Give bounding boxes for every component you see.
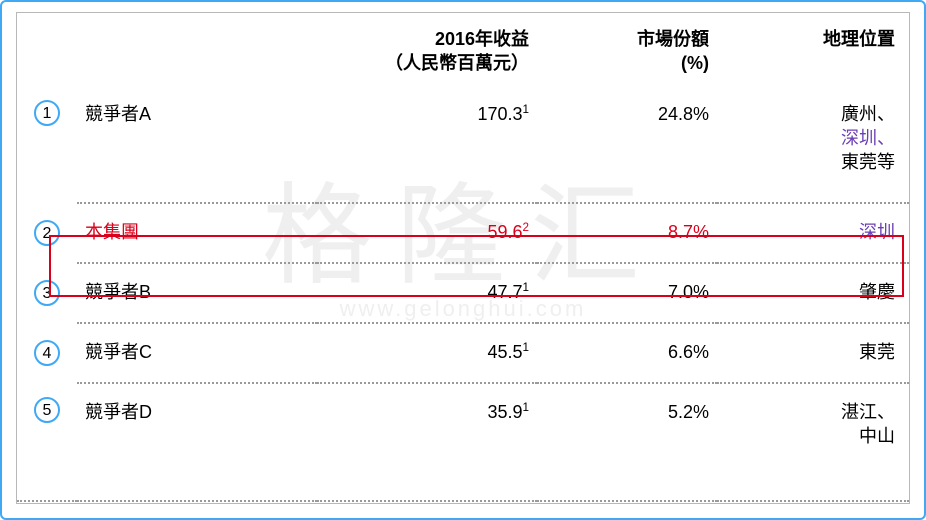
header-location: 地理位置 (717, 13, 909, 86)
row-share: 5.2% (537, 383, 717, 501)
row-location: 肇慶 (717, 263, 909, 323)
row-index: 2 (17, 203, 77, 263)
row-index: 4 (17, 323, 77, 383)
location-line: 湛江、 (725, 400, 895, 424)
location-line: 東莞 (725, 340, 895, 364)
location-line: 中山 (725, 424, 895, 448)
row-name: 本集團 (77, 203, 317, 263)
row-location: 深圳 (717, 203, 909, 263)
table-row: 1競爭者A170.3124.8%廣州、深圳、東莞等 (17, 86, 909, 203)
row-location: 東莞 (717, 323, 909, 383)
row-revenue: 45.51 (317, 323, 537, 383)
index-circle: 5 (34, 397, 60, 423)
row-index: 1 (17, 86, 77, 203)
row-name: 競爭者B (77, 263, 317, 323)
table-row: 5競爭者D35.915.2%湛江、中山 (17, 383, 909, 501)
competitor-table: 2016年收益 （人民幣百萬元） 市場份額 (%) 地理位置 1 競爭者A170.… (17, 13, 909, 502)
location-line: 肇慶 (725, 280, 895, 304)
row-name: 競爭者A (77, 86, 317, 203)
header-revenue-line1: 2016年收益 (435, 29, 529, 49)
row-location: 湛江、中山 (717, 383, 909, 501)
location-line: 廣州、 (725, 102, 895, 126)
row-share: 7.0% (537, 263, 717, 323)
row-share: 24.8% (537, 86, 717, 203)
header-blank-2 (77, 13, 317, 86)
index-circle: 1 (34, 100, 60, 126)
row-revenue: 35.91 (317, 383, 537, 501)
row-revenue: 47.71 (317, 263, 537, 323)
header-share: 市場份額 (%) (537, 13, 717, 86)
row-revenue: 170.31 (317, 86, 537, 203)
row-share: 6.6% (537, 323, 717, 383)
table-header-row: 2016年收益 （人民幣百萬元） 市場份額 (%) 地理位置 (17, 13, 909, 86)
table-body: 1競爭者A170.3124.8%廣州、深圳、東莞等2本集團59.628.7%深圳… (17, 86, 909, 501)
outer-frame: 格隆汇 www.gelonghui.com 2016年收益 （人民幣百萬元） 市… (0, 0, 926, 520)
row-index: 5 (17, 383, 77, 501)
row-share: 8.7% (537, 203, 717, 263)
table-row: 2 本集團59.628.7% 深圳 (17, 203, 909, 263)
header-revenue-line2: （人民幣百萬元） (385, 53, 529, 73)
row-name: 競爭者C (77, 323, 317, 383)
row-index: 3 (17, 263, 77, 323)
inner-frame: 格隆汇 www.gelonghui.com 2016年收益 （人民幣百萬元） 市… (16, 12, 910, 504)
index-circle: 2 (34, 220, 60, 246)
table-row: 3 競爭者B47.717.0% 肇慶 (17, 263, 909, 323)
location-line: 深圳、 (725, 126, 895, 150)
location-line: 深圳 (725, 220, 895, 244)
index-circle: 3 (34, 280, 60, 306)
header-blank-1 (17, 13, 77, 86)
row-location: 廣州、深圳、東莞等 (717, 86, 909, 203)
index-circle: 4 (34, 340, 60, 366)
header-share-line1: 市場份額 (637, 29, 709, 49)
header-revenue: 2016年收益 （人民幣百萬元） (317, 13, 537, 86)
location-line: 東莞等 (725, 150, 895, 174)
row-name: 競爭者D (77, 383, 317, 501)
header-share-line2: (%) (681, 53, 709, 73)
row-revenue: 59.62 (317, 203, 537, 263)
table-row: 4 競爭者C45.516.6% 東莞 (17, 323, 909, 383)
